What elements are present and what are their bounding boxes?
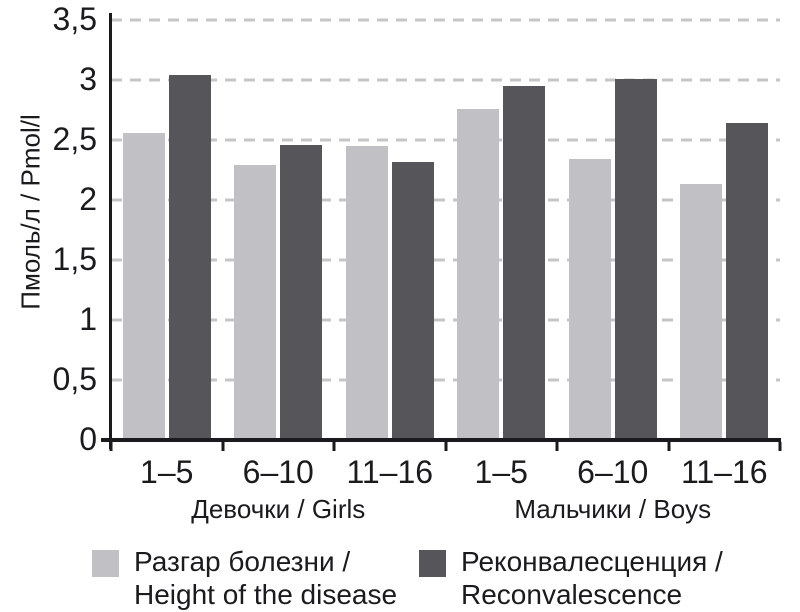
y-tick-label: 1 <box>79 300 97 337</box>
bar-group <box>111 20 223 440</box>
bar-reconvalescence <box>503 86 546 440</box>
x-axis-tick <box>109 442 113 451</box>
y-tick-label: 0,5 <box>52 360 97 397</box>
legend-label-height-of-disease: Разгар болезни / Height of the disease <box>134 545 397 611</box>
bar-height-of-disease <box>234 165 277 440</box>
y-tick-label: 3,5 <box>52 0 97 37</box>
x-tick-label: 1–5 <box>474 454 528 490</box>
x-axis-tick <box>778 442 782 451</box>
y-tick-label: 0 <box>79 420 97 457</box>
x-section-labels: Девочки / Girls Мальчики / Boys <box>111 494 780 524</box>
bar-height-of-disease <box>122 132 165 440</box>
section-label-girls: Девочки / Girls <box>191 494 366 524</box>
x-tick-label: 6–10 <box>242 454 314 490</box>
bar-height-of-disease <box>345 146 388 440</box>
legend-label-line1: Разгар болезни / <box>134 546 351 577</box>
bar-height-of-disease <box>568 159 611 440</box>
y-tick-label: 3 <box>79 60 97 97</box>
y-tick-label: 1,5 <box>52 240 97 277</box>
bar-height-of-disease <box>457 108 500 440</box>
x-tick-labels: 1–5 6–10 11–16 1–5 6–10 11–16 <box>111 454 780 490</box>
x-axis-line <box>101 438 781 442</box>
bar-group <box>334 20 446 440</box>
plot-area <box>111 18 780 440</box>
x-tick-label: 6–10 <box>577 454 649 490</box>
bar-group <box>557 20 669 440</box>
gridline <box>111 18 780 22</box>
bar-reconvalescence <box>391 161 434 440</box>
bar-group <box>223 20 335 440</box>
legend-label-line2: Height of the disease <box>134 579 398 610</box>
x-tick-label: 11–16 <box>680 454 768 490</box>
legend-label-line2: Reconvalescence <box>461 579 683 610</box>
gridline <box>111 78 780 82</box>
gridline <box>111 258 780 262</box>
bar-reconvalescence <box>168 75 211 440</box>
y-axis-line <box>109 13 112 449</box>
legend-label-reconvalescence: Реконвалесценция / Reconvalescence <box>461 545 723 611</box>
x-axis-tick <box>555 442 559 451</box>
y-tick-label: 2 <box>79 180 97 217</box>
x-axis-tick <box>332 442 336 451</box>
legend-item-height-of-disease: Разгар болезни / Height of the disease <box>92 545 397 611</box>
gridline <box>111 318 780 322</box>
x-tick-label: 11–16 <box>346 454 434 490</box>
bar-groups <box>111 20 780 440</box>
x-axis-tick <box>221 442 224 451</box>
gridline <box>111 198 780 202</box>
bar-group <box>446 20 558 440</box>
x-axis-tick <box>667 442 670 451</box>
bar-reconvalescence <box>614 78 657 440</box>
legend-swatch-reconvalescence <box>419 550 446 577</box>
gridline <box>111 378 780 382</box>
y-tick-labels: 0 0,5 1 1,5 2 2,5 3 3,5 <box>0 1 97 457</box>
y-tick-label: 2,5 <box>52 120 97 157</box>
bar-reconvalescence <box>280 144 323 440</box>
x-tick-label: 1–5 <box>140 454 194 490</box>
bar-group <box>669 20 781 440</box>
legend-swatch-height-of-disease <box>92 550 119 577</box>
x-axis-ticks <box>109 442 782 451</box>
bar-height-of-disease <box>680 184 723 440</box>
gridline <box>111 138 780 142</box>
section-label-boys: Мальчики / Boys <box>514 494 712 524</box>
legend-item-reconvalescence: Реконвалесценция / Reconvalescence <box>419 545 723 611</box>
x-axis-tick <box>444 442 447 451</box>
legend-label-line1: Реконвалесценция / <box>461 546 723 577</box>
bar-reconvalescence <box>726 123 769 440</box>
